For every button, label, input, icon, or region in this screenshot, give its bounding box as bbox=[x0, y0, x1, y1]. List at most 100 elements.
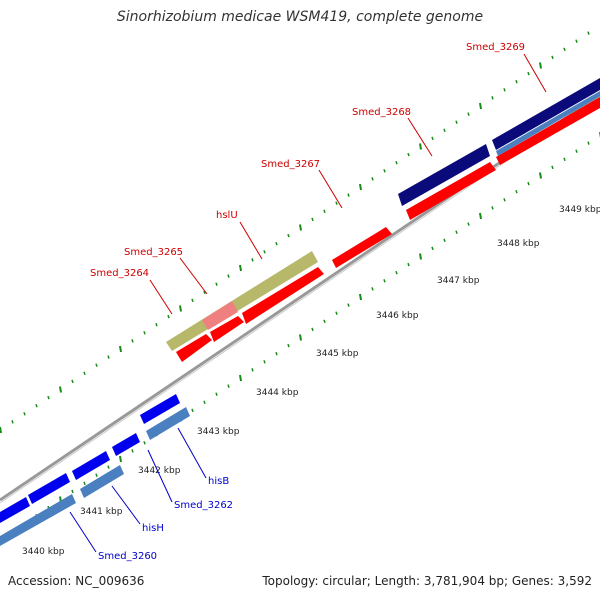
tick-mark bbox=[527, 71, 530, 76]
tick-mark bbox=[83, 371, 86, 376]
gene-steel-3[interactable] bbox=[146, 407, 190, 440]
gene-steel-2[interactable] bbox=[80, 465, 124, 498]
gene-blue-1[interactable] bbox=[0, 497, 30, 523]
reverse-gene-labels: hisB Smed_3262 hisH Smed_3260 bbox=[69, 427, 233, 562]
tick-mark bbox=[563, 47, 566, 52]
scale-labels: 3440 kbp 3441 kbp 3442 kbp 3443 kbp 3444… bbox=[22, 205, 600, 557]
tick-mark bbox=[359, 293, 362, 301]
tick-mark bbox=[563, 157, 566, 162]
leader-line bbox=[111, 485, 141, 525]
tick-mark bbox=[551, 55, 554, 60]
tick-mark bbox=[227, 384, 230, 388]
tick-mark bbox=[107, 355, 110, 359]
tick-mark bbox=[575, 149, 578, 153]
tick-mark bbox=[191, 408, 194, 413]
tick-mark bbox=[251, 258, 254, 262]
tick-mark bbox=[395, 270, 398, 275]
gene-smed-3268[interactable] bbox=[406, 162, 496, 220]
tick-mark bbox=[443, 128, 446, 133]
tick-mark bbox=[47, 395, 50, 400]
gene-overlay-pink bbox=[202, 301, 238, 330]
tick-mark bbox=[299, 334, 302, 341]
tick-mark bbox=[587, 31, 590, 35]
scale-label: 3440 kbp bbox=[22, 547, 65, 557]
tick-mark bbox=[251, 368, 254, 372]
scale-label: 3449 kbp bbox=[559, 205, 600, 215]
gene-overlay-olive bbox=[166, 251, 318, 351]
tick-mark bbox=[167, 314, 170, 319]
tick-mark bbox=[359, 183, 362, 191]
tick-mark bbox=[11, 420, 14, 424]
tick-mark bbox=[71, 379, 74, 384]
tick-mark bbox=[395, 160, 398, 165]
gene-label[interactable]: Smed_3264 bbox=[90, 268, 149, 279]
tick-mark bbox=[431, 136, 434, 141]
tick-mark bbox=[575, 39, 578, 43]
tick-mark bbox=[467, 222, 470, 226]
gene-smed-3269-dark bbox=[492, 78, 600, 150]
leader-line bbox=[407, 117, 433, 157]
leader-line bbox=[69, 511, 97, 553]
tick-mark bbox=[479, 212, 482, 220]
tick-mark bbox=[23, 412, 26, 416]
tick-mark bbox=[443, 238, 446, 243]
tick-marks bbox=[0, 31, 600, 544]
tick-mark bbox=[203, 400, 206, 405]
gene-label[interactable]: hisB bbox=[208, 476, 229, 487]
tick-mark bbox=[143, 331, 146, 335]
gene-blue-4[interactable] bbox=[112, 433, 140, 456]
leader-line bbox=[523, 53, 547, 93]
gene-blue-3[interactable] bbox=[72, 451, 110, 480]
tick-mark bbox=[239, 264, 242, 272]
tick-mark bbox=[539, 172, 542, 179]
gene-blue-2[interactable] bbox=[28, 473, 70, 504]
gene-label[interactable]: hslU bbox=[216, 210, 238, 221]
tick-mark bbox=[527, 181, 530, 186]
gene-smed-3267[interactable] bbox=[332, 227, 392, 268]
gene-label[interactable]: Smed_3269 bbox=[466, 42, 525, 53]
tick-mark bbox=[467, 112, 470, 116]
tick-mark bbox=[371, 287, 374, 291]
tick-mark bbox=[0, 426, 2, 434]
gene-label[interactable]: hisH bbox=[142, 523, 164, 534]
gene-blue-5[interactable] bbox=[140, 394, 180, 424]
gene-label[interactable]: Smed_3265 bbox=[124, 247, 183, 258]
tick-mark bbox=[143, 441, 146, 445]
leader-line bbox=[318, 169, 343, 209]
scale-label: 3446 kbp bbox=[376, 311, 419, 321]
gene-hslu[interactable] bbox=[242, 267, 324, 324]
gene-smed-3265[interactable] bbox=[210, 316, 244, 342]
tick-mark bbox=[71, 489, 74, 494]
gene-label[interactable]: Smed_3268 bbox=[352, 107, 411, 118]
tick-mark bbox=[263, 360, 266, 364]
leader-line bbox=[177, 427, 207, 479]
leader-line bbox=[149, 279, 173, 315]
tick-mark bbox=[407, 152, 410, 157]
gene-label[interactable]: Smed_3260 bbox=[98, 551, 157, 562]
scale-label: 3441 kbp bbox=[80, 507, 123, 517]
tick-mark bbox=[515, 79, 518, 84]
gene-steel-1[interactable] bbox=[0, 494, 76, 546]
tick-mark bbox=[155, 322, 158, 327]
tick-mark bbox=[275, 241, 278, 246]
scale-label: 3447 kbp bbox=[437, 276, 480, 286]
tick-mark bbox=[407, 262, 410, 267]
tick-mark bbox=[323, 319, 326, 324]
tick-mark bbox=[551, 165, 554, 170]
gene-smed-3264[interactable] bbox=[176, 334, 212, 362]
tick-mark bbox=[215, 282, 218, 286]
tick-mark bbox=[503, 198, 506, 202]
forward-genes bbox=[166, 78, 600, 362]
scale-label: 3442 kbp bbox=[138, 466, 181, 476]
tick-mark bbox=[239, 374, 242, 382]
gene-label[interactable]: Smed_3267 bbox=[261, 159, 320, 170]
accession-text: Accession: NC_009636 bbox=[8, 574, 145, 588]
gene-label[interactable]: Smed_3262 bbox=[174, 500, 233, 511]
tick-mark bbox=[287, 343, 290, 348]
gene-smed-3269[interactable] bbox=[496, 97, 600, 165]
reverse-genes bbox=[0, 394, 190, 546]
tick-mark bbox=[203, 290, 206, 295]
tick-mark bbox=[191, 298, 194, 303]
